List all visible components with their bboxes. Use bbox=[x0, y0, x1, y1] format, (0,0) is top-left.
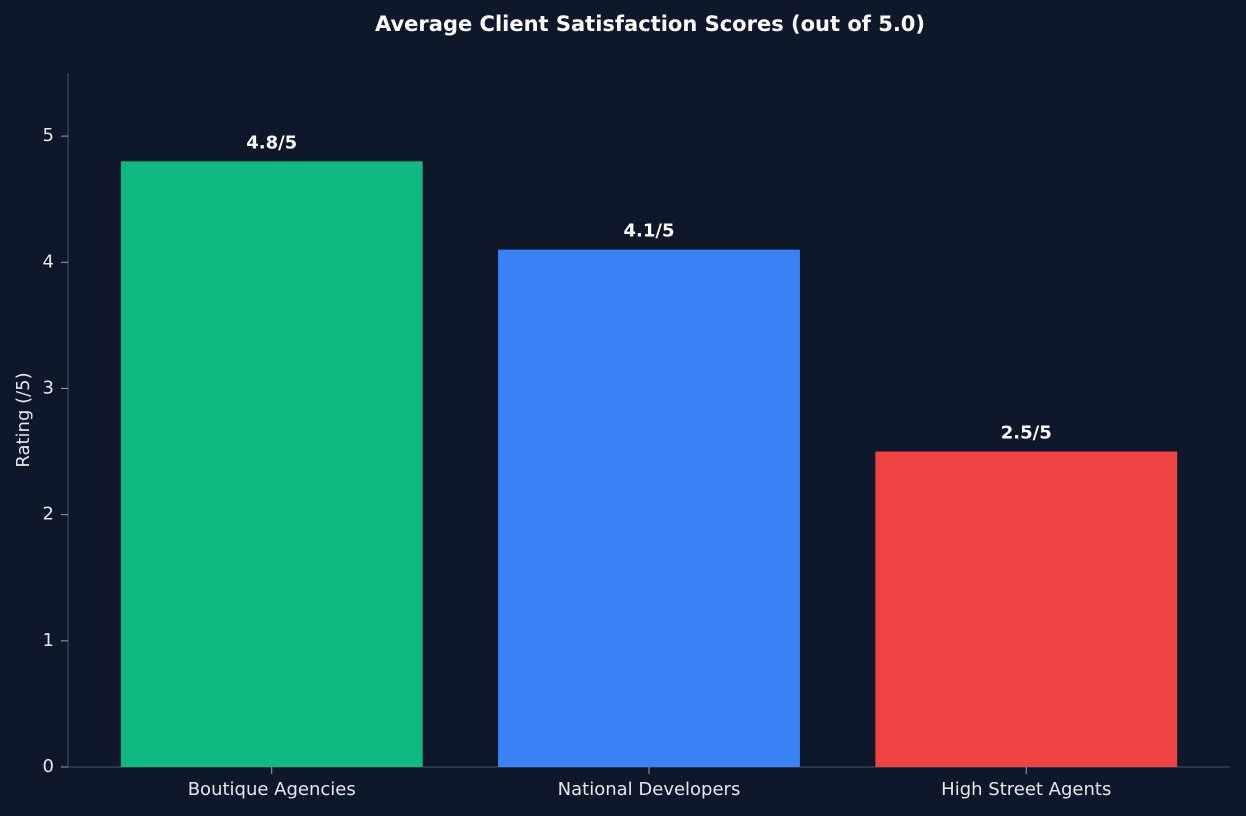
y-tick-label: 5 bbox=[43, 125, 54, 146]
x-tick-label: Boutique Agencies bbox=[188, 779, 356, 800]
chart-title: Average Client Satisfaction Scores (out … bbox=[375, 12, 925, 36]
y-tick-label: 2 bbox=[43, 504, 54, 525]
y-tick-label: 0 bbox=[43, 756, 54, 777]
y-tick-label: 3 bbox=[43, 377, 54, 398]
bar bbox=[120, 161, 423, 767]
bar bbox=[875, 451, 1178, 767]
value-label: 2.5/5 bbox=[1001, 423, 1052, 444]
y-tick-label: 1 bbox=[43, 630, 54, 651]
value-label: 4.1/5 bbox=[624, 221, 675, 242]
y-axis-label: Rating (/5) bbox=[13, 372, 34, 467]
x-tick-label: National Developers bbox=[558, 779, 741, 800]
value-label: 4.8/5 bbox=[246, 132, 297, 153]
bar bbox=[498, 249, 800, 767]
x-tick-label: High Street Agents bbox=[941, 779, 1111, 800]
y-tick-label: 4 bbox=[43, 251, 54, 272]
